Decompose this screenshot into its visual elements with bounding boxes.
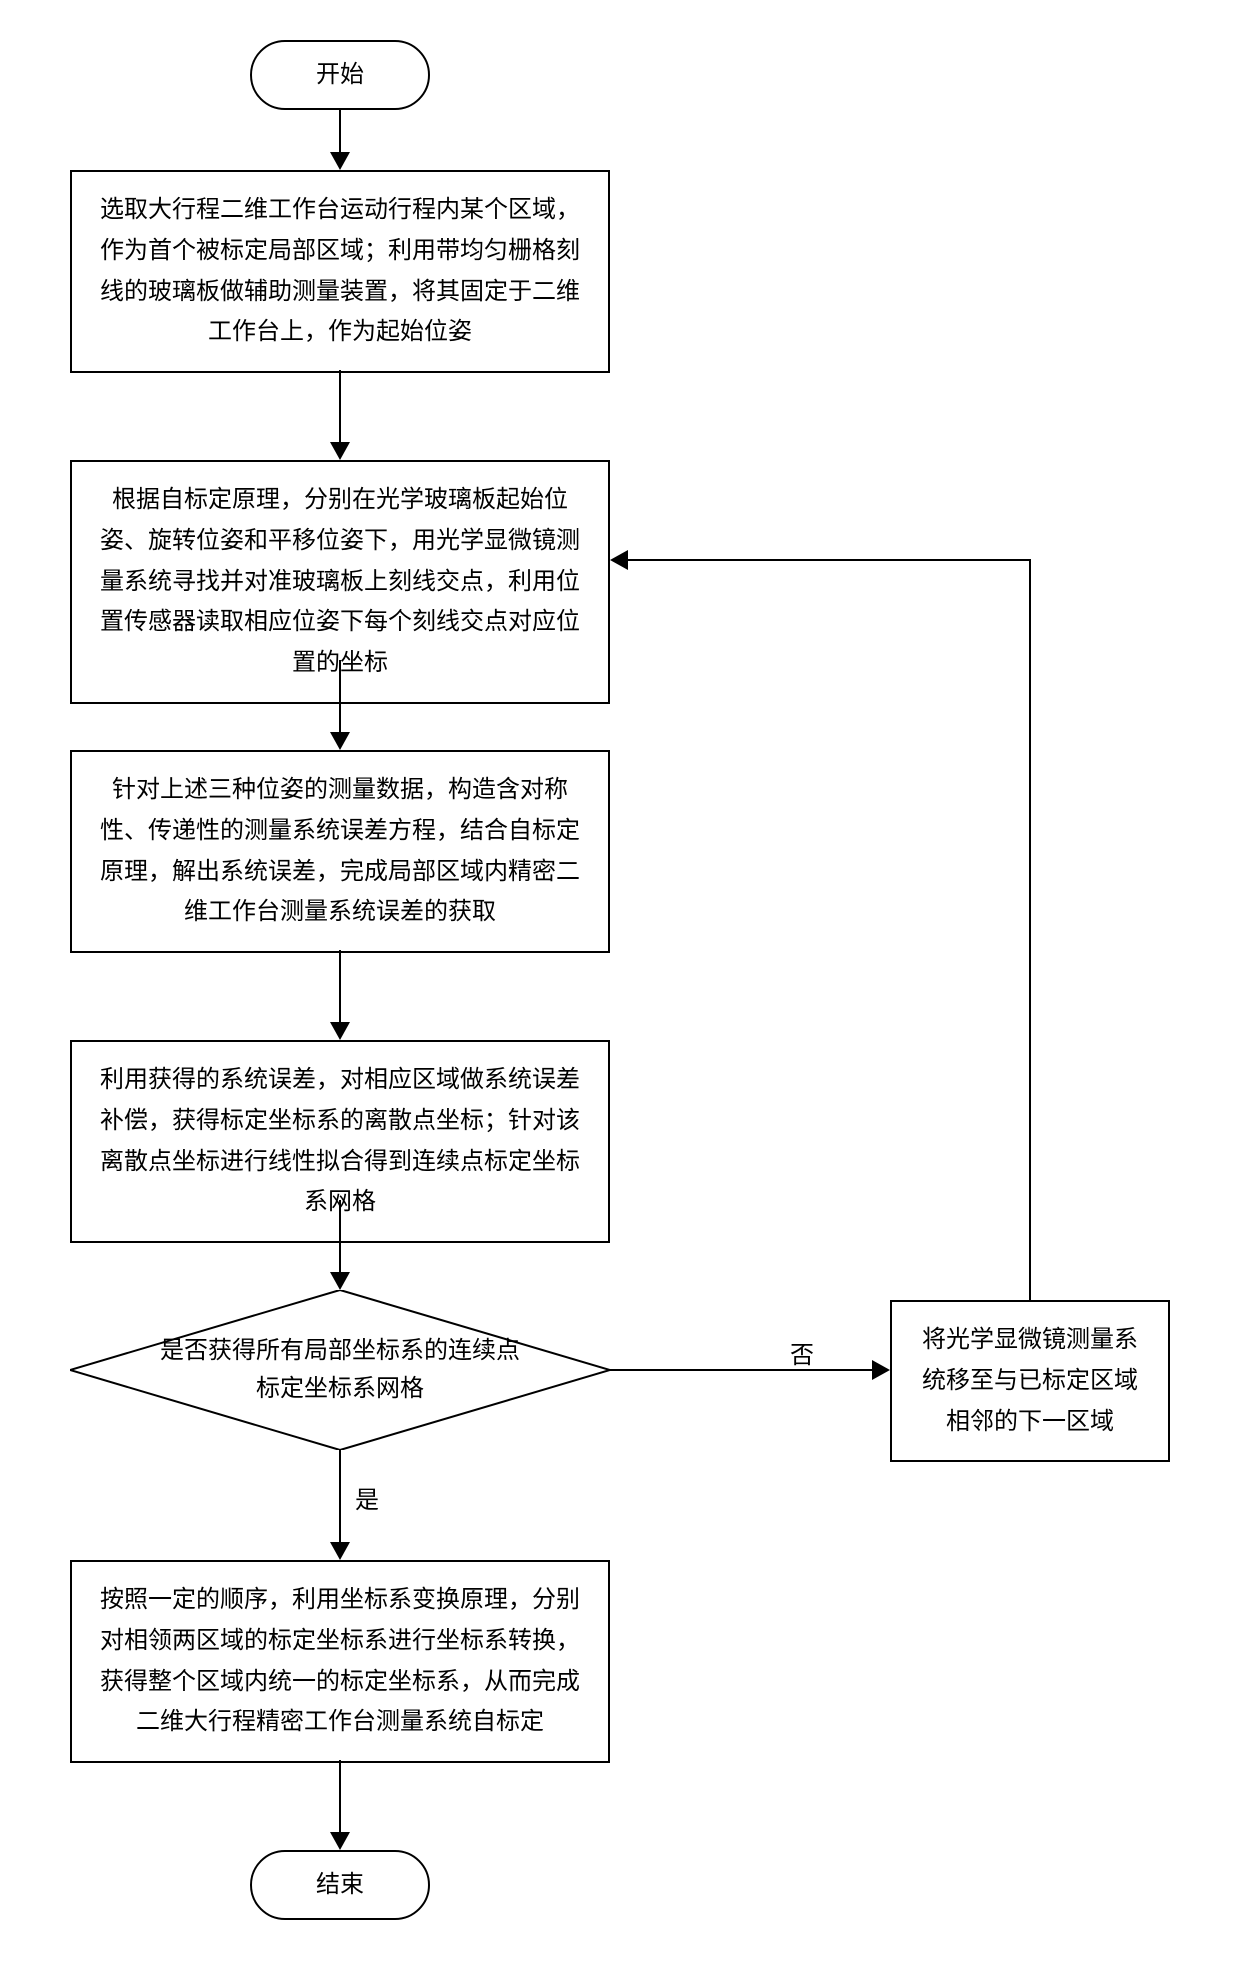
edge-decision-side [610, 1369, 872, 1371]
start-label: 开始 [316, 55, 364, 96]
arrowhead [330, 1272, 350, 1290]
arrowhead [330, 1542, 350, 1560]
edge-step3-step4 [339, 950, 341, 1022]
edge-step2-step3 [339, 660, 341, 732]
edge-start-step1 [339, 110, 341, 152]
edge-label-yes: 是 [355, 1480, 379, 1515]
arrowhead [330, 442, 350, 460]
node-decision: 是否获得所有局部坐标系的连续点标定坐标系网格 [70, 1290, 610, 1450]
arrowhead [330, 732, 350, 750]
step1-label: 选取大行程二维工作台运动行程内某个区域，作为首个被标定局部区域；利用带均匀栅格刻… [96, 190, 584, 353]
step2-label: 根据自标定原理，分别在光学玻璃板起始位姿、旋转位姿和平移位姿下，用光学显微镜测量… [96, 480, 584, 684]
node-start: 开始 [250, 40, 430, 110]
edge-side-step2-v [1029, 560, 1031, 1300]
edge-step4-decision [339, 1200, 341, 1272]
edge-step5-end [339, 1760, 341, 1832]
arrowhead [330, 1832, 350, 1850]
edge-side-step2-h [628, 559, 1031, 561]
node-side: 将光学显微镜测量系统移至与已标定区域相邻的下一区域 [890, 1300, 1170, 1462]
step4-label: 利用获得的系统误差，对相应区域做系统误差补偿，获得标定坐标系的离散点坐标；针对该… [96, 1060, 584, 1223]
side-label: 将光学显微镜测量系统移至与已标定区域相邻的下一区域 [916, 1320, 1144, 1442]
node-step1: 选取大行程二维工作台运动行程内某个区域，作为首个被标定局部区域；利用带均匀栅格刻… [70, 170, 610, 373]
arrowhead [872, 1360, 890, 1380]
arrowhead [610, 550, 628, 570]
step3-label: 针对上述三种位姿的测量数据，构造含对称性、传递性的测量系统误差方程，结合自标定原… [96, 770, 584, 933]
node-step5: 按照一定的顺序，利用坐标系变换原理，分别对相领两区域的标定坐标系进行坐标系转换，… [70, 1560, 610, 1763]
node-end: 结束 [250, 1850, 430, 1920]
arrowhead [330, 152, 350, 170]
edge-label-no: 否 [790, 1335, 814, 1370]
edge-step1-step2 [339, 370, 341, 442]
step5-label: 按照一定的顺序，利用坐标系变换原理，分别对相领两区域的标定坐标系进行坐标系转换，… [96, 1580, 584, 1743]
edge-decision-step5 [339, 1450, 341, 1542]
decision-label: 是否获得所有局部坐标系的连续点标定坐标系网格 [150, 1332, 530, 1409]
arrowhead [330, 1022, 350, 1040]
node-step3: 针对上述三种位姿的测量数据，构造含对称性、传递性的测量系统误差方程，结合自标定原… [70, 750, 610, 953]
end-label: 结束 [316, 1865, 364, 1906]
